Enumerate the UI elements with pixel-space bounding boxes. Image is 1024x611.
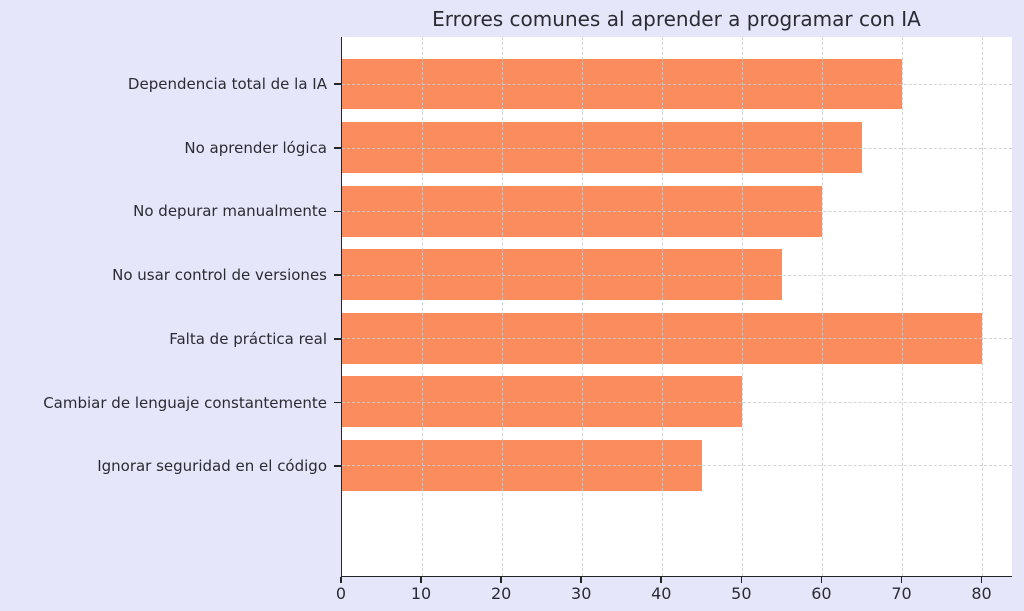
gridline-vertical: [501, 37, 503, 576]
x-tick-mark: [980, 577, 983, 583]
y-tick-mark: [334, 83, 341, 85]
x-tick-label: 80: [971, 584, 992, 603]
x-tick-mark: [500, 577, 502, 583]
gridline-horizontal: [342, 211, 1012, 213]
y-tick-mark: [334, 210, 341, 213]
y-tick-mark: [334, 401, 341, 404]
gridline-horizontal: [342, 401, 1012, 403]
gridline-horizontal: [342, 274, 1012, 276]
x-tick-mark: [740, 577, 743, 583]
x-tick-mark: [660, 577, 663, 583]
gridline-vertical: [661, 37, 663, 576]
x-tick-mark: [900, 577, 903, 583]
gridline-vertical: [741, 37, 743, 576]
y-tick-mark: [334, 465, 341, 467]
gridline-horizontal: [342, 147, 1012, 149]
x-tick-label: 40: [651, 584, 672, 603]
x-tick-label: 70: [891, 584, 912, 603]
x-tick-mark: [820, 577, 823, 583]
x-tick-mark: [420, 577, 422, 583]
x-tick-label: 10: [410, 584, 432, 603]
y-tick-label: No depurar manualmente: [133, 202, 327, 221]
gridline-vertical: [821, 37, 823, 576]
x-tick-label: 60: [811, 584, 832, 603]
y-tick-label: Falta de práctica real: [169, 329, 327, 348]
bar-4: [342, 249, 782, 301]
gridline-horizontal: [342, 338, 1012, 340]
x-tick-label: 30: [571, 584, 592, 603]
gridline-horizontal: [342, 84, 1012, 86]
y-tick-mark: [334, 274, 341, 276]
x-tick-label: 20: [490, 584, 512, 603]
gridline-vertical: [581, 37, 583, 576]
y-tick-label: Ignorar seguridad en el código: [97, 457, 327, 476]
x-tick-label: 50: [731, 584, 752, 603]
grid-layer: [342, 37, 1012, 576]
y-tick-label: Dependencia total de la IA: [127, 75, 327, 94]
y-tick-mark: [334, 338, 341, 340]
y-tick-mark: [334, 147, 341, 149]
gridline-vertical: [421, 37, 423, 576]
gridline-horizontal: [342, 465, 1012, 467]
chart-title: Errores comunes al aprender a programar …: [432, 7, 921, 31]
gridline-vertical: [901, 37, 903, 576]
gridline-vertical: [981, 37, 983, 576]
x-tick-label: 0: [335, 584, 347, 603]
y-tick-label: No aprender lógica: [184, 138, 327, 157]
y-tick-label: No usar control de versiones: [112, 266, 327, 285]
plot-area: [341, 37, 1012, 577]
y-tick-label: Cambiar de lenguaje constantemente: [43, 393, 327, 412]
x-tick-mark: [340, 577, 342, 583]
x-tick-mark: [580, 577, 582, 583]
